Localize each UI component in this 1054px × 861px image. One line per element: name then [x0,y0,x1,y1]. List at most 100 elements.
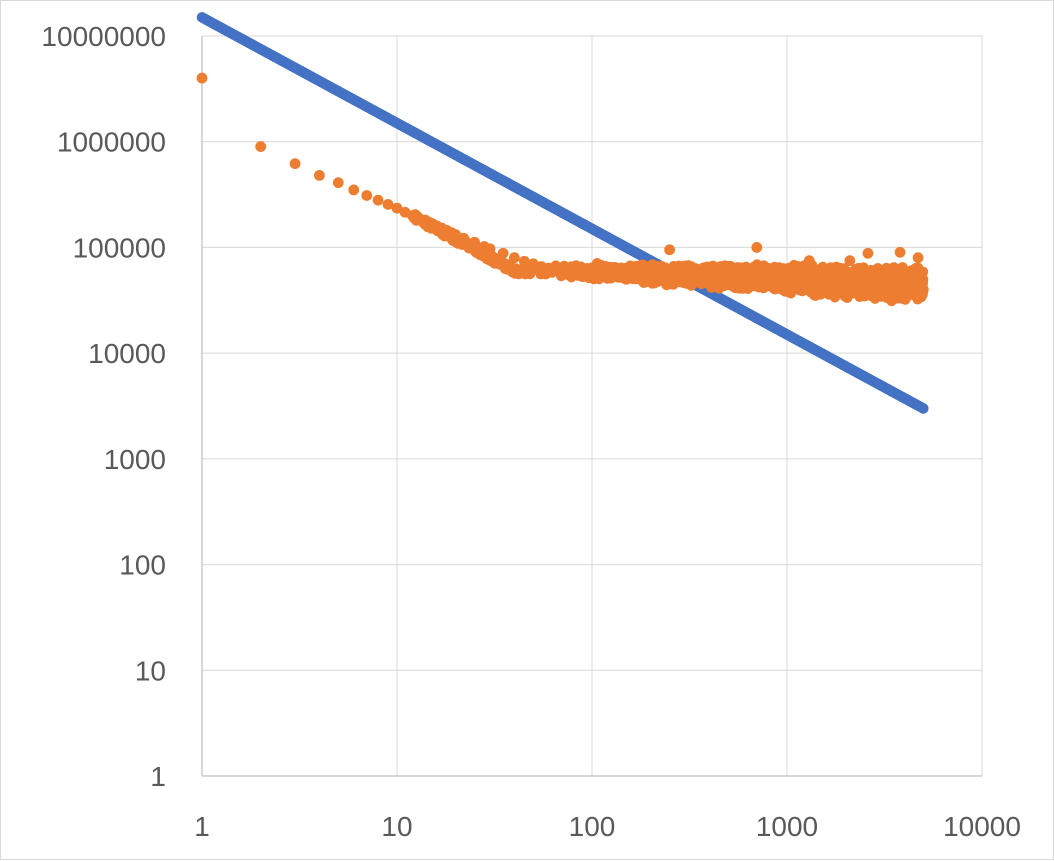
orange-data-point [888,262,900,273]
orange-data-point [382,199,394,210]
x-tick-labels: 1 10 100 1000 10000 [194,811,1021,842]
orange-outlier-point [862,247,874,259]
y-tick-labels: 1 10 100 1000 10000 100000 1000000 10000000 [41,21,166,792]
orange-data-point [410,214,422,225]
orange-data-point [572,264,584,275]
orange-data-point [831,272,843,284]
blue-data-point [586,223,598,235]
orange-outlier-point [803,255,815,267]
orange-data-point [688,272,699,284]
orange-data-point [427,220,439,232]
orange-data-point [860,267,871,279]
blue-data-point [333,86,344,97]
orange-data-point [591,266,603,277]
orange-data-point [730,275,741,286]
orange-data-point [680,271,691,282]
blue-data-point [918,403,929,414]
data-series [196,12,929,414]
orange-data-point [638,272,650,283]
orange-data-point [819,285,830,296]
orange-data-point [332,177,344,189]
orange-data-point [830,263,842,274]
y-tick-label: 1000 [104,444,166,475]
y-tick-label: 10000000 [41,21,166,52]
orange-data-point [559,264,570,275]
grid-lines [202,35,983,776]
axes [201,36,982,777]
orange-data-point [509,252,520,264]
orange-data-point [896,281,907,292]
orange-data-point [847,269,858,280]
blue-data-point [391,117,403,129]
orange-data-point [621,269,632,280]
orange-data-point [660,274,672,286]
orange-data-point [682,262,694,273]
orange-outlier-point [894,246,906,258]
orange-data-point [486,254,497,266]
orange-data-point [361,190,373,201]
orange-data-point [511,268,522,279]
x-tick-label: 10000 [943,811,1021,842]
blue-data-point [450,149,461,161]
blue-data-point [255,44,266,55]
orange-data-point [646,264,658,275]
orange-data-point [742,267,753,279]
orange-data-point [709,267,720,278]
series-blue [196,12,929,414]
orange-data-point [471,242,482,254]
orange-data-point [314,170,325,181]
x-tick-label: 1000 [756,811,818,842]
orange-data-point [498,257,510,269]
orange-data-point [709,278,721,289]
orange-data-point [823,276,834,287]
orange-data-point [453,232,464,244]
orange-data-point [521,265,533,277]
orange-data-point [895,270,907,281]
blue-data-point [289,62,301,74]
orange-data-point [758,260,770,271]
orange-data-point [911,278,922,289]
orange-data-point [654,262,666,273]
orange-data-point [839,290,850,302]
orange-data-point [289,158,301,170]
orange-data-point [851,282,862,293]
orange-outlier-point [912,252,924,264]
orange-data-point [727,264,739,276]
orange-data-point [769,265,781,276]
orange-data-point [566,272,577,283]
y-tick-label: 10000 [88,338,166,369]
orange-data-point [539,266,551,277]
orange-data-point [461,236,472,248]
blue-data-point [723,297,734,308]
y-tick-label: 1 [150,761,166,792]
orange-data-point [813,278,824,290]
blue-data-point [528,191,539,203]
orange-data-point [255,141,267,152]
orange-data-point [582,264,594,276]
orange-data-point [879,269,891,281]
orange-data-point [391,202,403,214]
blue-data-point [781,329,793,340]
y-tick-label: 1000000 [57,127,166,158]
orange-data-point [888,292,900,303]
blue-data-point [196,12,208,23]
orange-data-point [787,276,799,287]
orange-data-point [916,287,927,298]
orange-data-point [634,260,645,271]
orange-data-point [613,272,624,283]
orange-data-point [802,272,813,284]
orange-data-point [751,272,763,284]
orange-data-point [774,275,785,286]
y-tick-label: 10 [135,655,166,686]
orange-data-point [196,72,208,84]
blue-data-point [874,379,886,391]
orange-data-point [785,288,797,299]
orange-data-point [439,231,450,242]
orange-data-point [718,264,729,275]
x-tick-label: 10 [381,811,412,842]
x-tick-label: 100 [569,811,616,842]
orange-data-point [348,184,360,196]
orange-data-point [609,261,620,273]
